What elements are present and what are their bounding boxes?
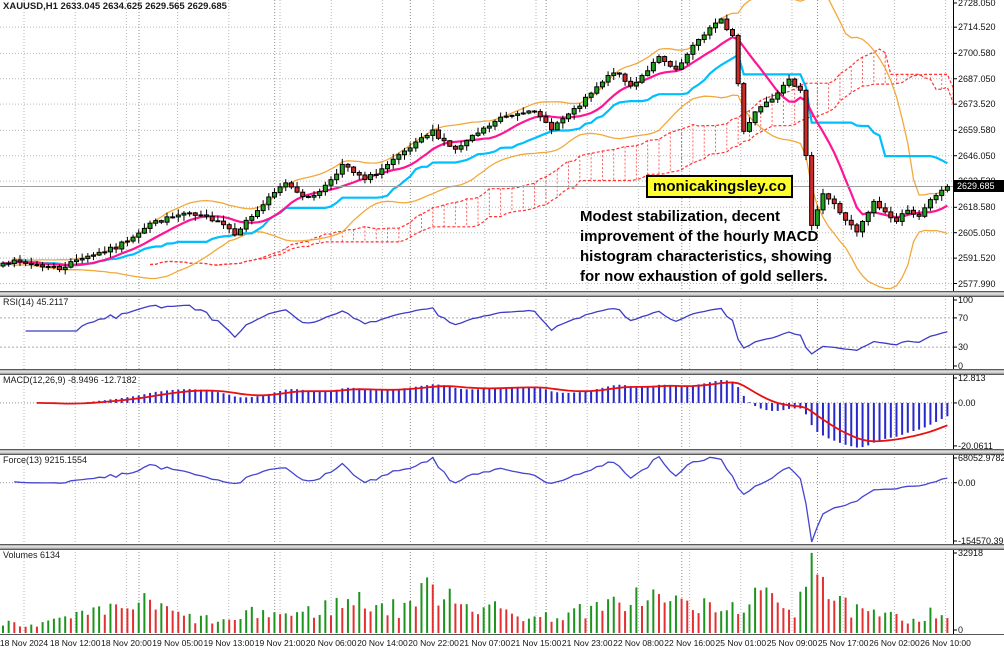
- panel-separator[interactable]: [0, 369, 1004, 375]
- time-axis-label: 26 Nov 02:00: [869, 638, 920, 648]
- price-axis-label: 2687.050: [958, 73, 996, 84]
- price-axis-label: 2591.520: [958, 253, 996, 264]
- time-axis-label: 21 Nov 23:00: [561, 638, 613, 648]
- rsi-axis-label: 70: [958, 312, 969, 323]
- price-axis-label: 2577.990: [958, 278, 996, 289]
- macd-axis-label: -20.0611: [958, 440, 993, 451]
- price-axis-label: 2659.580: [958, 125, 996, 136]
- price-axis-label: 2646.050: [958, 150, 996, 161]
- time-axis-label: 18 Nov 20:00: [101, 638, 152, 648]
- force-axis-label: -154570.39: [958, 536, 1004, 546]
- time-axis-label: 22 Nov 08:00: [613, 638, 664, 648]
- price-axis-label: 2728.050: [958, 0, 996, 8]
- current-price-tag: 2629.685: [954, 180, 1004, 192]
- force-axis-label: 68052.9782: [958, 453, 1004, 463]
- time-axis-label: 19 Nov 21:00: [254, 638, 306, 648]
- time-axis-label: 25 Nov 01:00: [715, 638, 767, 648]
- panel-separator[interactable]: [0, 544, 1004, 550]
- price-axis-label: 2714.520: [958, 22, 996, 33]
- time-axis-label: 19 Nov 05:00: [152, 638, 203, 648]
- rsi-axis-label: 0: [958, 361, 964, 371]
- rsi-axis-label: 30: [958, 342, 969, 353]
- price-axis-label: 2673.520: [958, 99, 996, 110]
- panel-separator[interactable]: [0, 449, 1004, 455]
- price-axis-label: 2618.580: [958, 202, 996, 213]
- time-axis-label: 22 Nov 16:00: [664, 638, 715, 648]
- macd-label: MACD(12,26,9) -8.9496 -12.7182: [3, 375, 137, 385]
- comment-line: histogram characteristics, showing: [580, 248, 832, 265]
- force-label: Force(13) 9215.1554: [3, 455, 88, 465]
- time-axis-label: 20 Nov 22:00: [408, 638, 459, 648]
- rsi-label: RSI(14) 45.2117: [3, 297, 69, 307]
- watermark-text-object[interactable]: monicakingsley.co: [646, 175, 794, 198]
- time-axis-label: 20 Nov 06:00: [305, 638, 357, 648]
- time-axis-label: 25 Nov 09:00: [766, 638, 818, 648]
- panel-separator[interactable]: [0, 291, 1004, 297]
- price-axis-label: 2605.050: [958, 227, 996, 238]
- time-axis-label: 26 Nov 10:00: [920, 638, 971, 648]
- time-axis-label: 20 Nov 14:00: [357, 638, 408, 648]
- comment-line: improvement of the hourly MACD: [580, 228, 819, 245]
- analyst-comment-text-object[interactable]: Modest stabilization, decent improvement …: [580, 207, 832, 287]
- comment-line: for now exhaustion of gold sellers.: [580, 268, 828, 285]
- time-axis-label: 18 Nov 2024: [0, 638, 49, 648]
- comment-line: Modest stabilization, decent: [580, 208, 781, 225]
- force-axis-label: 0.00: [958, 477, 976, 488]
- time-axis-label: 19 Nov 13:00: [203, 638, 255, 648]
- macd-axis-label: 12.813: [958, 373, 986, 383]
- rsi-axis-label: 100: [958, 295, 974, 305]
- time-axis-label: 25 Nov 17:00: [817, 638, 869, 648]
- volume-axis-label: 0: [958, 625, 964, 635]
- time-axis[interactable]: [0, 634, 1004, 653]
- volume-axis-label: 32918: [958, 548, 984, 558]
- chart-title: XAUUSD,H1 2633.045 2634.625 2629.565 262…: [3, 1, 227, 12]
- time-axis-label: 21 Nov 15:00: [510, 638, 562, 648]
- time-axis-label: 21 Nov 07:00: [459, 638, 511, 648]
- price-axis-label: 2700.580: [958, 48, 996, 59]
- time-axis-label: 18 Nov 12:00: [49, 638, 101, 648]
- macd-axis-label: 0.00: [958, 397, 976, 408]
- volumes-label: Volumes 6134: [3, 550, 61, 560]
